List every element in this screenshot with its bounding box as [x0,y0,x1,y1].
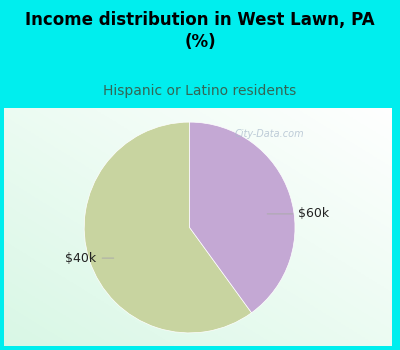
Text: Hispanic or Latino residents: Hispanic or Latino residents [103,84,297,98]
Wedge shape [84,122,252,333]
Wedge shape [190,122,295,313]
Text: Income distribution in West Lawn, PA
(%): Income distribution in West Lawn, PA (%) [25,10,375,51]
Text: City-Data.com: City-Data.com [235,129,304,139]
Text: $40k: $40k [66,252,114,265]
Text: $60k: $60k [267,208,330,220]
